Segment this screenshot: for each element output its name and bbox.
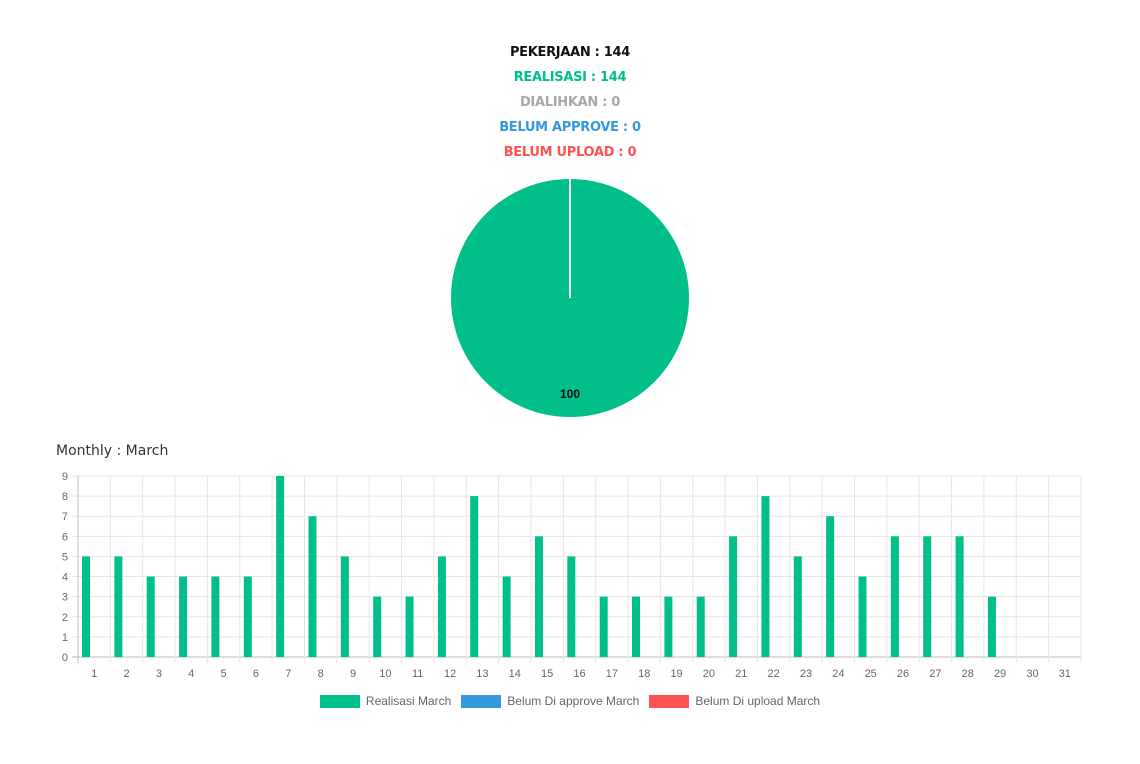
x-tick-label: 23 bbox=[800, 668, 812, 680]
y-tick-label: 9 bbox=[62, 471, 68, 483]
bar bbox=[987, 596, 996, 657]
monthly-title: Monthly : March bbox=[56, 443, 169, 459]
legend-swatch bbox=[461, 694, 502, 708]
x-tick-label: 17 bbox=[606, 668, 618, 680]
x-tick-label: 6 bbox=[253, 668, 259, 680]
legend-label: Belum Di upload March bbox=[695, 694, 821, 708]
x-tick-label: 1 bbox=[91, 668, 97, 680]
legend-swatch bbox=[649, 694, 690, 708]
x-tick-label: 29 bbox=[994, 668, 1006, 680]
x-tick-label: 2 bbox=[123, 668, 129, 680]
bar bbox=[761, 496, 770, 657]
bar bbox=[114, 556, 123, 657]
bar bbox=[179, 576, 188, 657]
x-tick-label: 21 bbox=[735, 668, 747, 680]
x-tick-label: 16 bbox=[573, 668, 585, 680]
bar bbox=[696, 596, 705, 657]
y-tick-label: 7 bbox=[62, 511, 68, 523]
bar bbox=[437, 556, 446, 657]
x-tick-label: 30 bbox=[1026, 668, 1038, 680]
x-tick-label: 11 bbox=[412, 668, 423, 680]
x-tick-label: 8 bbox=[318, 668, 324, 680]
bar bbox=[664, 596, 673, 657]
x-tick-label: 15 bbox=[541, 668, 553, 680]
bar bbox=[82, 556, 90, 657]
x-tick-label: 18 bbox=[638, 668, 650, 680]
y-tick-label: 6 bbox=[62, 531, 68, 543]
bar bbox=[793, 556, 802, 657]
bar bbox=[373, 596, 382, 657]
x-tick-label: 28 bbox=[962, 668, 974, 680]
bar bbox=[308, 516, 317, 657]
bar bbox=[211, 576, 220, 657]
x-tick-label: 3 bbox=[156, 668, 162, 680]
x-tick-label: 10 bbox=[379, 668, 391, 680]
bar bbox=[567, 556, 576, 657]
pie-data-label: 100 bbox=[560, 387, 580, 401]
bar bbox=[276, 476, 285, 657]
x-tick-label: 27 bbox=[929, 668, 941, 680]
summary-stats: PEKERJAAN : 144 REALISASI : 144 DIALIHKA… bbox=[0, 40, 1140, 165]
x-tick-label: 7 bbox=[285, 668, 291, 680]
x-tick-label: 25 bbox=[865, 668, 877, 680]
dialihkan-count: DIALIHKAN : 0 bbox=[519, 95, 621, 110]
legend-label: Belum Di approve March bbox=[507, 694, 640, 708]
pekerjaan-count: PEKERJAAN : 144 bbox=[509, 45, 631, 60]
legend-item[interactable]: Realisasi March bbox=[319, 694, 452, 708]
bar bbox=[955, 536, 964, 657]
x-tick-label: 14 bbox=[509, 668, 521, 680]
bar bbox=[534, 536, 543, 657]
bar bbox=[502, 576, 511, 657]
y-tick-label: 1 bbox=[62, 632, 68, 644]
pie-chart: 100 bbox=[451, 179, 689, 417]
y-tick-label: 8 bbox=[62, 491, 68, 503]
x-tick-label: 22 bbox=[768, 668, 780, 680]
y-tick-label: 0 bbox=[62, 652, 68, 664]
legend-item[interactable]: Belum Di upload March bbox=[649, 694, 820, 708]
x-tick-label: 19 bbox=[670, 668, 682, 680]
bar bbox=[599, 596, 608, 657]
bar bbox=[632, 596, 641, 657]
x-tick-label: 5 bbox=[221, 668, 227, 680]
bar bbox=[729, 536, 738, 657]
chart-legend: Realisasi March Belum Di approve March Bel… bbox=[0, 694, 1140, 708]
legend-swatch bbox=[319, 694, 360, 708]
x-tick-label: 26 bbox=[897, 668, 909, 680]
x-tick-label: 13 bbox=[476, 668, 488, 680]
belum-upload-count: BELUM UPLOAD : 0 bbox=[503, 145, 637, 160]
belum-approve-count: BELUM APPROVE : 0 bbox=[499, 120, 641, 135]
y-tick-label: 4 bbox=[62, 572, 68, 584]
x-tick-label: 9 bbox=[350, 668, 356, 680]
y-tick-label: 2 bbox=[62, 612, 68, 624]
bar bbox=[470, 496, 479, 657]
x-tick-label: 20 bbox=[703, 668, 715, 680]
x-tick-label: 4 bbox=[188, 668, 194, 680]
bar bbox=[890, 536, 899, 657]
bar bbox=[858, 576, 867, 657]
y-tick-label: 3 bbox=[62, 592, 68, 604]
x-tick-label: 24 bbox=[832, 668, 844, 680]
legend-item[interactable]: Belum Di approve March bbox=[461, 694, 639, 708]
bar bbox=[923, 536, 932, 657]
realisasi-count: REALISASI : 144 bbox=[513, 70, 627, 85]
bar bbox=[405, 596, 414, 657]
legend-label: Realisasi March bbox=[365, 694, 452, 708]
bar bbox=[146, 576, 155, 657]
bar bbox=[340, 556, 349, 657]
x-tick-label: 12 bbox=[444, 668, 456, 680]
bar bbox=[826, 516, 835, 657]
bar bbox=[243, 576, 252, 657]
x-tick-label: 31 bbox=[1059, 668, 1071, 680]
y-tick-label: 5 bbox=[62, 551, 68, 563]
